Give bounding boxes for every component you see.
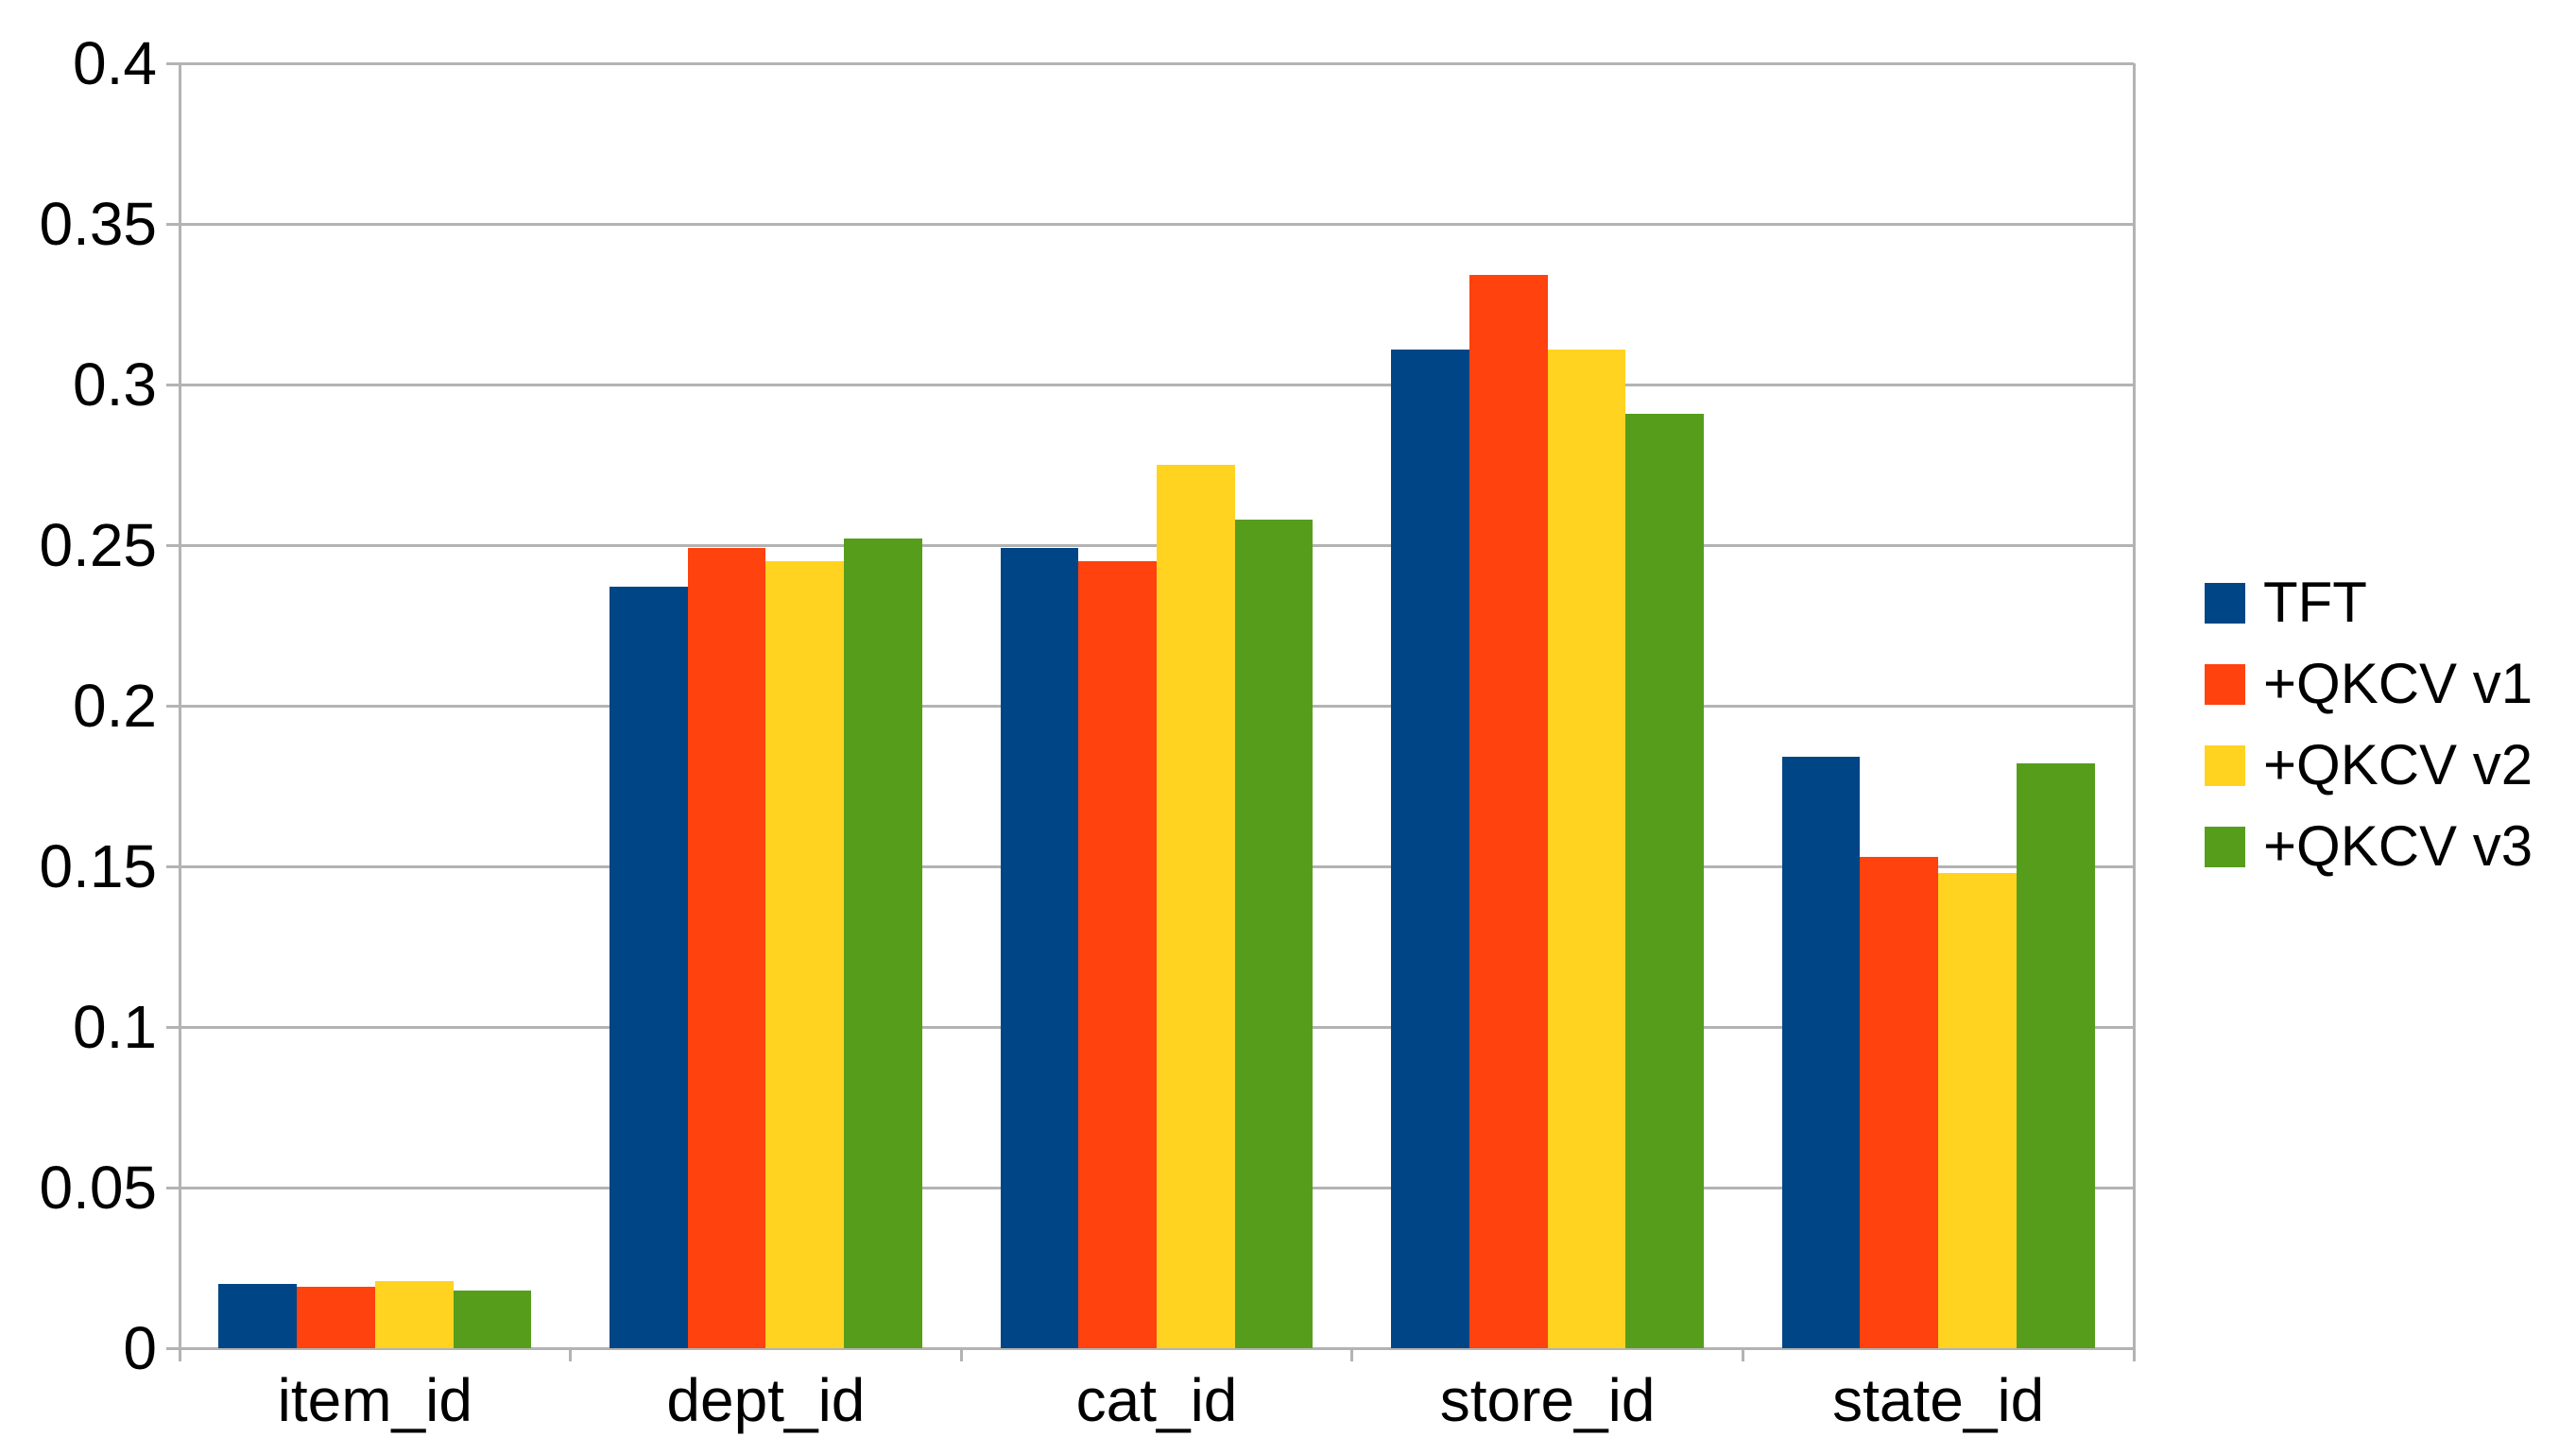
- y-tick-label: 0.25: [39, 511, 157, 579]
- x-axis-line: [180, 1346, 2134, 1350]
- y-tick: [166, 1186, 180, 1189]
- bar-state_id-+QKCV v1: [1860, 856, 1939, 1348]
- x-category-label: cat_id: [1075, 1366, 1238, 1434]
- plot-right-border: [2132, 63, 2136, 1348]
- x-category-label: state_id: [1832, 1366, 2045, 1434]
- x-category-label: dept_id: [666, 1366, 866, 1434]
- bar-dept_id-+QKCV v2: [765, 561, 845, 1348]
- y-tick: [166, 704, 180, 708]
- y-tick: [166, 1025, 180, 1029]
- bar-cat_id-+QKCV v2: [1157, 465, 1235, 1348]
- bar-state_id-TFT: [1781, 757, 1861, 1348]
- y-axis-line: [178, 63, 181, 1348]
- legend: TFT +QKCV v1 +QKCV v2 +QKCV v3: [2205, 562, 2533, 887]
- legend-swatch: [2205, 826, 2245, 867]
- bar-item_id-+QKCV v3: [453, 1290, 532, 1348]
- legend-label: TFT: [2263, 571, 2367, 634]
- legend-label: +QKCV v1: [2263, 652, 2533, 715]
- bar-item_id-+QKCV v1: [297, 1287, 375, 1348]
- y-tick-label: 0.35: [39, 190, 157, 258]
- x-category-label: item_id: [277, 1366, 472, 1434]
- legend-label: +QKCV v3: [2263, 814, 2533, 878]
- legend-swatch: [2205, 582, 2245, 624]
- bar-store_id-TFT: [1391, 349, 1469, 1348]
- legend-item: +QKCV v2: [2205, 725, 2533, 806]
- y-tick: [166, 61, 180, 65]
- x-tick: [1741, 1348, 1744, 1361]
- bar-dept_id-+QKCV v3: [844, 539, 922, 1348]
- legend-item: TFT: [2205, 562, 2533, 643]
- y-tick-label: 0.4: [73, 29, 157, 97]
- gridline: [180, 222, 2134, 226]
- y-tick-label: 0.05: [39, 1154, 157, 1222]
- legend-item: +QKCV v1: [2205, 643, 2533, 725]
- legend-swatch: [2205, 744, 2245, 786]
- y-tick-label: 0.3: [73, 351, 157, 419]
- x-tick: [178, 1348, 181, 1361]
- bar-dept_id-TFT: [609, 587, 688, 1348]
- x-tick: [1350, 1348, 1354, 1361]
- bar-cat_id-+QKCV v1: [1078, 561, 1157, 1348]
- legend-label: +QKCV v2: [2263, 733, 2533, 796]
- y-tick-label: 0.1: [73, 993, 157, 1061]
- y-tick-label: 0.15: [39, 832, 157, 900]
- bar-item_id-TFT: [218, 1284, 298, 1348]
- bar-store_id-+QKCV v3: [1625, 413, 1705, 1348]
- bar-item_id-+QKCV v2: [374, 1280, 454, 1348]
- legend-item: +QKCV v3: [2205, 806, 2533, 887]
- x-tick: [959, 1348, 963, 1361]
- y-tick: [166, 864, 180, 868]
- bar-store_id-+QKCV v2: [1547, 349, 1626, 1348]
- x-category-label: store_id: [1439, 1366, 1656, 1434]
- bar-cat_id-TFT: [1000, 548, 1079, 1348]
- x-tick: [2132, 1348, 2136, 1361]
- bar-state_id-+QKCV v2: [1938, 872, 2017, 1348]
- y-tick: [166, 543, 180, 547]
- y-tick-label: 0.2: [73, 672, 157, 740]
- y-tick: [166, 222, 180, 226]
- x-tick: [569, 1348, 573, 1361]
- legend-swatch: [2205, 663, 2245, 705]
- y-tick: [166, 383, 180, 386]
- bar-dept_id-+QKCV v1: [687, 548, 766, 1348]
- gridline: [180, 61, 2134, 65]
- bar-store_id-+QKCV v1: [1468, 275, 1548, 1348]
- y-tick-label: 0: [123, 1314, 157, 1382]
- gridline: [180, 383, 2134, 386]
- y-tick: [166, 1346, 180, 1350]
- bar-cat_id-+QKCV v3: [1234, 519, 1314, 1348]
- bar-state_id-+QKCV v3: [2016, 763, 2095, 1348]
